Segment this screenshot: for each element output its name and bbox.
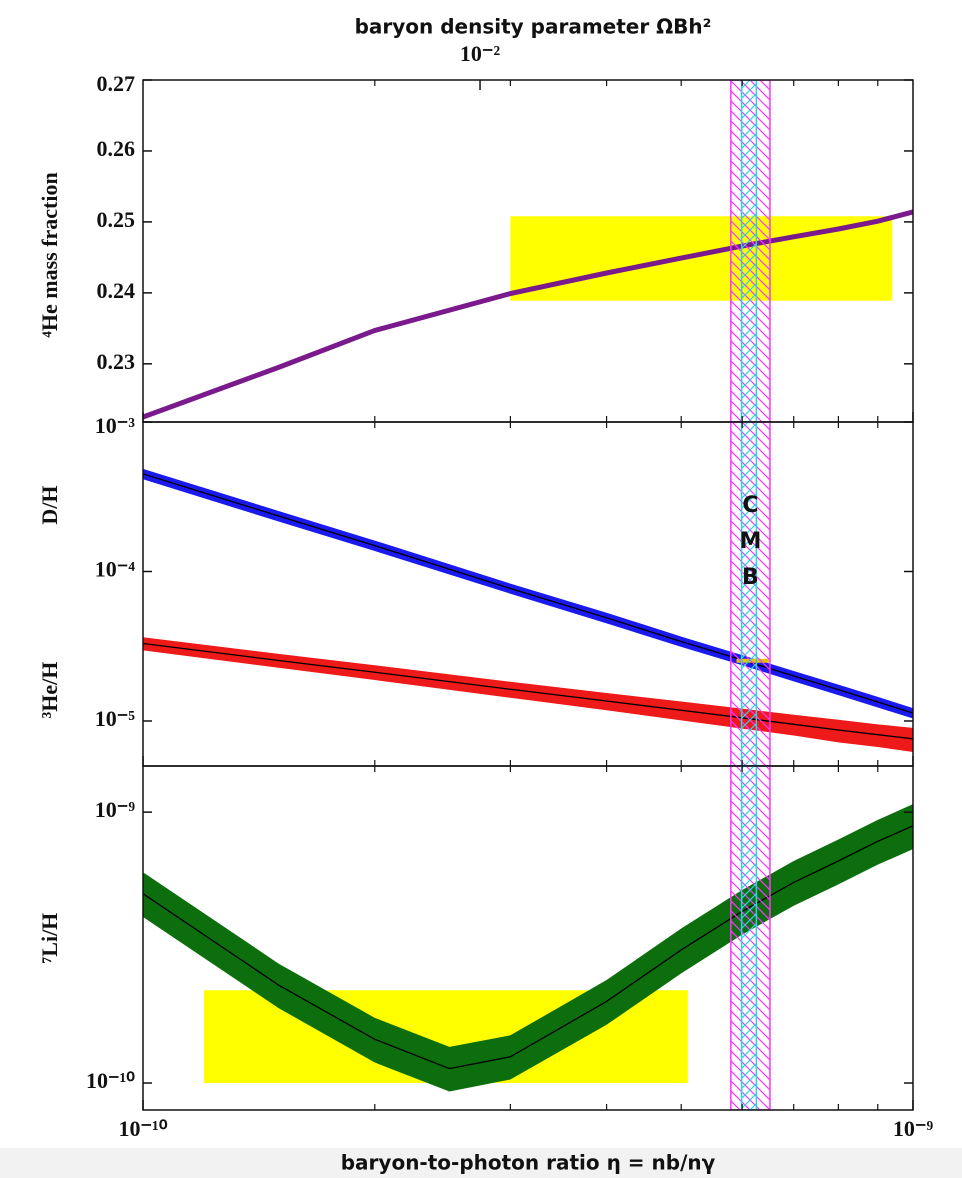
y-tick-label: 0.24 [97,278,136,303]
uncertainty-band [143,637,913,753]
x-tick-label: 10⁻¹⁰ [118,1116,167,1141]
y-tick-label: 0.26 [97,136,136,161]
cmb-annotation: M [739,529,761,554]
x-tick-label: 10⁻⁹ [893,1116,934,1141]
cmb-annotation: C [742,493,758,518]
center-line [143,825,913,1070]
cmb-band [740,80,758,422]
y-tick-label: 10⁻⁵ [95,706,136,731]
line [143,209,913,420]
y-axis-label: ⁴He mass fraction [37,172,62,337]
x2-tick-label: 10⁻² [460,41,501,66]
y-tick-label: 0.23 [97,349,136,374]
plot-frame [142,765,914,1111]
cmb-band [740,422,758,766]
cmb-annotation: B [742,565,759,590]
y-axis-label: ⁷Li/H [37,913,62,964]
panel [143,80,913,422]
panel [143,422,913,766]
x2-axis-label: baryon density parameter ΩBh² [355,15,712,39]
y-tick-label: 10⁻³ [95,413,136,438]
y-tick-label: 10⁻⁹ [95,797,136,822]
uncertainty-band [143,804,913,1092]
y-axis-label: ³He/H [37,662,62,719]
y-tick-label: 10⁻⁴ [95,557,136,582]
y-tick-label: 0.25 [97,207,136,232]
footer-strip [0,1148,962,1178]
y-tick-label: 0.27 [97,71,136,96]
cmb-band [740,766,758,1110]
x-axis-label: baryon-to-photon ratio η = nb/nγ [341,1151,716,1175]
panel [143,766,913,1110]
center-line [143,473,913,714]
y-tick-label: 10⁻¹⁰ [86,1068,135,1093]
center-line [143,642,913,740]
y-axis-label: D/H [37,485,62,524]
